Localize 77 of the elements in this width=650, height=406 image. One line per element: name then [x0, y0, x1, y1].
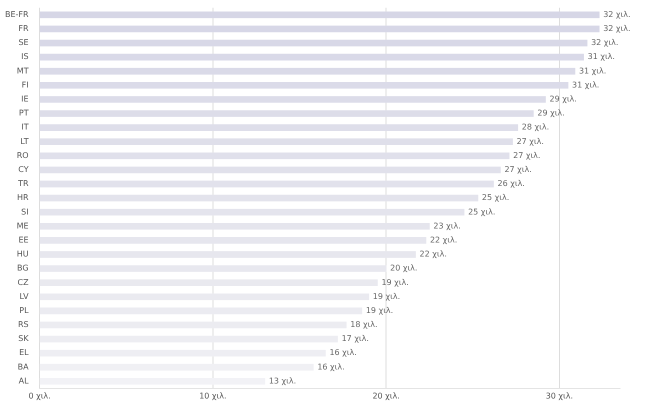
y-tick-label: EL — [19, 348, 30, 358]
y-tick-label: AL — [18, 376, 30, 386]
bar — [40, 138, 513, 146]
x-tick-label: 20 χιλ. — [372, 391, 400, 400]
y-tick-label: CZ — [18, 278, 30, 287]
y-tick-label: HR — [17, 193, 30, 202]
data-label: 32 χιλ. — [591, 38, 618, 48]
y-tick-label: RO — [16, 150, 29, 160]
bar — [40, 208, 464, 216]
y-tick-label: RS — [18, 320, 29, 330]
x-tick-label: 10 χιλ. — [199, 391, 227, 400]
data-label: 22 χιλ. — [420, 250, 447, 259]
bar — [40, 293, 370, 300]
data-label: 31 χιλ. — [578, 66, 606, 76]
y-tick-label: BG — [17, 264, 29, 273]
bar — [40, 222, 430, 230]
y-tick-label: FI — [22, 80, 29, 90]
bar — [40, 152, 510, 160]
data-label: 19 χιλ. — [372, 292, 400, 301]
data-label: 17 χιλ. — [342, 334, 369, 344]
data-label: 23 χιλ. — [433, 221, 461, 230]
bar — [40, 194, 478, 202]
data-label: 29 χιλ. — [537, 108, 565, 118]
y-tick-label: PL — [19, 306, 30, 315]
data-label: 25 χιλ. — [482, 193, 510, 202]
data-label: 27 χιλ. — [513, 150, 540, 160]
y-tick-label: LT — [20, 136, 29, 146]
data-label: 32 χιλ. — [603, 10, 631, 19]
y-tick-label: PT — [18, 108, 29, 118]
data-label: 16 χιλ. — [329, 348, 357, 358]
y-tick-label: IE — [21, 94, 29, 104]
bar — [40, 166, 501, 174]
data-label: 31 χιλ. — [588, 52, 615, 62]
bar — [40, 180, 494, 188]
bar — [40, 378, 266, 385]
y-tick-label: BA — [18, 362, 30, 372]
bar — [40, 322, 347, 328]
x-tick-label: 0 χιλ. — [28, 391, 51, 400]
data-label: 28 χιλ. — [522, 122, 550, 132]
y-tick-label: BE-FR — [4, 10, 30, 19]
y-tick-label: EE — [18, 235, 29, 244]
y-tick-label: IS — [21, 52, 29, 62]
data-label: 27 χιλ. — [516, 136, 544, 146]
y-tick-label: ME — [16, 221, 29, 230]
bar — [40, 265, 386, 272]
bar — [40, 279, 378, 286]
y-tick-label: LV — [20, 292, 30, 301]
data-label: 18 χιλ. — [350, 320, 378, 330]
y-tick-label: SK — [18, 334, 30, 344]
bar — [40, 308, 362, 314]
data-label: 16 χιλ. — [317, 362, 345, 372]
y-tick-label: HU — [16, 250, 29, 259]
data-label: 26 χιλ. — [498, 179, 525, 188]
bar — [40, 336, 338, 342]
y-tick-label: FR — [18, 24, 30, 34]
y-tick-label: MT — [16, 66, 29, 76]
data-label: 19 χιλ. — [366, 306, 394, 315]
data-label: 29 χιλ. — [550, 94, 577, 104]
data-label: 20 χιλ. — [390, 264, 418, 273]
data-label: 32 χιλ. — [603, 24, 631, 34]
y-tick-label: IT — [21, 122, 29, 132]
data-label: 27 χιλ. — [504, 164, 532, 174]
data-label: 25 χιλ. — [468, 207, 496, 216]
y-tick-label: CY — [18, 164, 29, 174]
bar — [40, 364, 314, 371]
bar — [40, 350, 326, 356]
data-label: 13 χιλ. — [268, 376, 296, 386]
y-tick-label: TR — [17, 179, 30, 188]
y-tick-label: SI — [21, 207, 29, 216]
x-tick-label: 30 χιλ. — [546, 391, 574, 400]
bar — [40, 237, 426, 244]
bar — [40, 251, 416, 258]
y-tick-label: SE — [18, 38, 29, 48]
data-label: 22 χιλ. — [430, 235, 458, 244]
data-label: 19 χιλ. — [381, 278, 409, 287]
data-label: 31 χιλ. — [572, 80, 600, 90]
bar — [40, 124, 518, 131]
